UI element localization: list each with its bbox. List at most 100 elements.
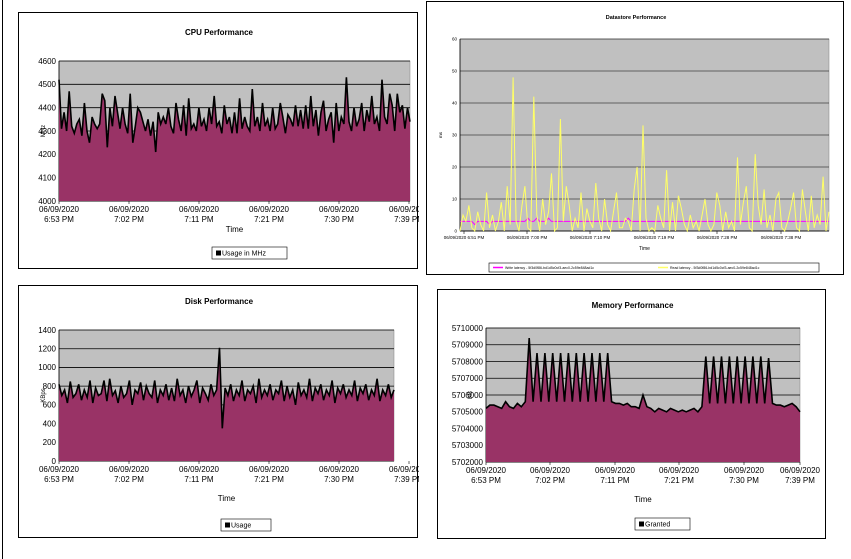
y-tick-label: 1400: [38, 326, 56, 335]
legend-label: Write latency - 5f3d0f86-bd1d5c0cf3-aec0…: [505, 266, 594, 270]
legend-box: [634, 517, 691, 531]
y-tick-label: 40: [452, 101, 458, 106]
legend-label: Granted: [645, 522, 670, 529]
x-tick-label-time: 7:30 PM: [324, 215, 354, 224]
y-tick-label: 60: [452, 37, 458, 42]
legend-label: Usage in MHz: [222, 251, 266, 258]
memory-performance-panel: Memory Performance 5702000 5703000 5704000 5…: [437, 289, 826, 539]
y-tick-label: 600: [43, 401, 57, 410]
series-line: [460, 217, 829, 226]
y-axis-label: KB: [468, 391, 474, 399]
series-area: [486, 338, 800, 462]
y-tick-label: 4500: [38, 80, 56, 89]
series-line: [459, 77, 830, 233]
page-left-border: [2, 0, 3, 559]
y-tick-label: 5705000: [452, 408, 484, 417]
x-tick-label-time: 7:30 PM: [324, 475, 354, 484]
y-tick-label: 20: [452, 165, 458, 170]
y-tick-label: 5704000: [452, 424, 484, 433]
x-tick-label-time: 7:02 PM: [114, 215, 144, 224]
x-tick-label-date: 06/09/2020: [389, 205, 419, 214]
chart-title: Memory Performance: [592, 301, 674, 310]
x-tick-label-date: 06/09/2020: [249, 205, 290, 214]
disk-performance-panel: Disk Performance 0 200 400 600 800 1000 1200 140…: [18, 285, 419, 538]
series-line: [58, 77, 411, 153]
x-tick-label-date: 06/09/2020: [389, 465, 419, 474]
y-tick-label: 4000: [38, 197, 56, 206]
y-tick-label: 10: [452, 197, 458, 202]
x-axis-label: Time: [218, 494, 236, 503]
legend: Usage in MHz: [211, 246, 288, 260]
legend-box: [211, 246, 288, 260]
x-tick-label-time: 7:21 PM: [254, 215, 284, 224]
y-tick-label: 200: [43, 438, 57, 447]
chart-title: Datastore Performance: [606, 15, 667, 21]
y-tick-label: 4600: [38, 57, 56, 66]
legend-swatch: [639, 521, 644, 527]
series-area: [59, 347, 394, 461]
chart-title: Disk Performance: [185, 297, 254, 306]
x-tick-label-date: 06/09/2020: [39, 205, 80, 214]
x-tick-label: 06/09/2020 7:19 PM: [634, 235, 675, 240]
legend-label: Read latency - 5f3d0f86-bd1d5c0cf3-aec0-…: [670, 266, 760, 270]
x-tick-label-time: 6:53 PM: [44, 475, 74, 484]
x-tick-label-date: 06/09/2020: [249, 465, 290, 474]
x-tick-label-date: 06/09/2020: [466, 466, 507, 475]
legend-label: Usage: [231, 523, 251, 530]
legend: Write latency - 5f3d0f86-bd1d5c0cf3-aec0…: [488, 262, 820, 273]
x-tick-label-date: 06/09/2020: [109, 465, 150, 474]
cpu-chart: CPU Performance 4000 4100 4200 4300 4400 4500 4…: [38, 28, 419, 260]
y-tick-label: 800: [43, 382, 57, 391]
x-tick-label-time: 7:02 PM: [535, 476, 565, 485]
x-tick-label-date: 06/09/2020: [319, 205, 360, 214]
y-tick-label: 5710000: [452, 324, 484, 333]
x-tick-label-time: 7:30 PM: [729, 476, 759, 485]
x-tick-label-time: 7:11 PM: [600, 476, 630, 485]
x-tick-label-date: 06/09/2020: [530, 466, 571, 475]
x-tick-label-date: 06/09/2020: [780, 466, 821, 475]
x-tick-label: 06/09/2020 7:00 PM: [507, 235, 548, 240]
legend-swatch: [216, 250, 221, 256]
cpu-performance-panel: CPU Performance 4000 4100 4200 4300 4400 4500 4…: [18, 12, 419, 269]
y-tick-label: 5709000: [452, 341, 484, 350]
x-tick-label-date: 06/09/2020: [595, 466, 636, 475]
x-tick-label-date: 06/09/2020: [39, 465, 80, 474]
y-tick-label: 4400: [38, 103, 56, 112]
x-tick-label-date: 06/09/2020: [319, 465, 360, 474]
y-axis-label: ms: [438, 131, 443, 138]
x-tick-label-date: 06/09/2020: [724, 466, 765, 475]
y-tick-label: 5707000: [452, 374, 484, 383]
memory-chart: Memory Performance 5702000 5703000 5704000 5…: [452, 301, 821, 531]
y-tick-label: 5702000: [452, 458, 484, 467]
y-tick-label: 400: [43, 419, 57, 428]
y-tick-label: 5703000: [452, 441, 484, 450]
legend-swatch: [225, 522, 230, 528]
legend-box: [220, 518, 272, 532]
x-tick-label-date: 06/09/2020: [109, 205, 150, 214]
y-tick-label: 30: [452, 133, 458, 138]
y-tick-label: 0: [454, 229, 457, 234]
x-axis-label: Time: [634, 495, 652, 504]
datastore-performance-panel: Datastore Performance 0 10 20 30 40 50 60 ms 06/0…: [426, 1, 844, 275]
y-tick-label: 5708000: [452, 357, 484, 366]
y-tick-label: 4300: [38, 127, 56, 136]
x-tick-label-time: 7:39 PM: [394, 475, 419, 484]
legend-box: [488, 262, 820, 273]
y-tick-label: 4100: [38, 173, 56, 182]
y-tick-label: 4200: [38, 150, 56, 159]
y-tick-label: 1200: [38, 345, 56, 354]
legend: Granted: [634, 517, 691, 531]
x-tick-label-time: 7:21 PM: [664, 476, 694, 485]
x-tick-label: 06/09/2020 7:10 PM: [570, 235, 611, 240]
x-tick-label-date: 06/09/2020: [179, 205, 220, 214]
x-tick-label-date: 06/09/2020: [659, 466, 700, 475]
x-tick-label: 06/09/2020 6:51 PM: [444, 235, 485, 240]
legend: Usage: [220, 518, 272, 532]
datastore-chart: Datastore Performance 0 10 20 30 40 50 60 ms 06/0…: [438, 15, 830, 273]
series-line: [58, 347, 395, 429]
x-tick-label: 06/09/2020 7:38 PM: [761, 235, 802, 240]
x-tick-label-time: 7:39 PM: [394, 215, 419, 224]
x-axis-label: Time: [639, 246, 650, 252]
y-axis-label: MHz: [41, 125, 47, 137]
x-tick-label-time: 7:11 PM: [184, 475, 214, 484]
